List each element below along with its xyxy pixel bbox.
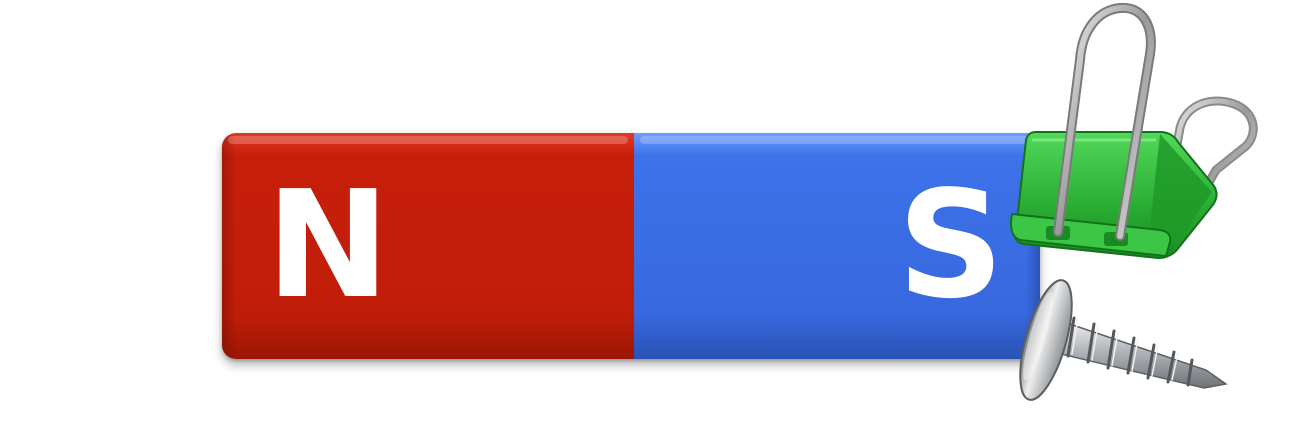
screw-icon [1010, 275, 1226, 405]
binder-clip-icon [1011, 8, 1253, 258]
